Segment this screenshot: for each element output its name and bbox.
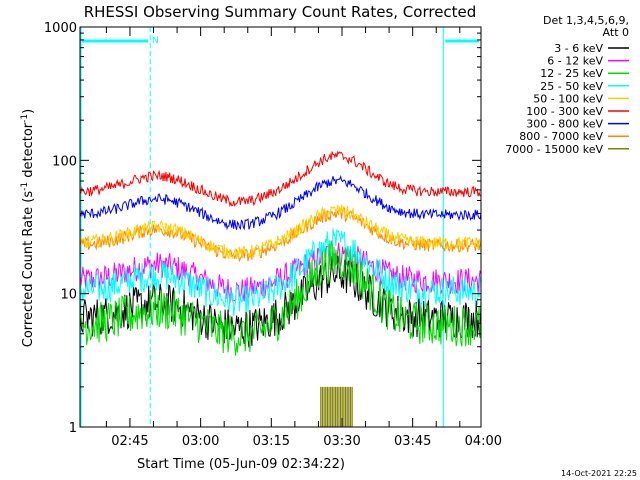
legend-label-8: 7000 - 15000 keV [505,143,603,156]
legend-header-detectors: Det 1,3,4,5,6,9, [543,14,629,27]
y-tick-label: 10 [60,288,77,303]
x-axis: 02:45 03:00 03:15 03:30 03:45 04:00 [105,27,502,449]
legend-header-attenuator: Att 0 [603,26,629,39]
series-line-2 [79,240,482,356]
legend-label-4: 50 - 100 keV [533,92,603,105]
series-line-1 [79,242,482,304]
series-layer [79,150,482,427]
series-line-3 [79,228,482,317]
series-line-4 [79,204,482,260]
legend-label-7: 800 - 7000 keV [519,130,603,143]
x-tick-label: 03:30 [323,434,360,449]
x-tick-label: 03:15 [253,434,290,449]
y-tick-label: 1000 [44,21,77,36]
x-axis-label: Start Time (05-Jun-09 02:34:22) [137,457,345,472]
y-tick-label: 100 [52,154,77,169]
legend-label-1: 6 - 12 keV [547,55,603,68]
legend-label-0: 3 - 6 keV [554,42,603,55]
y-tick-label: 1 [69,421,77,436]
series-line-0 [79,255,482,348]
plot-frame [79,26,482,428]
night-flag-label: N [152,36,159,46]
legend-label-3: 25 - 50 keV [540,80,603,93]
legend-label-6: 300 - 800 keV [526,118,603,131]
series-line-8 [320,386,353,427]
legend-label-2: 12 - 25 keV [540,67,603,80]
legend-label-5: 100 - 300 keV [526,105,603,118]
x-tick-label: 04:00 [465,434,502,449]
series-line-5 [79,150,481,208]
series-line-6 [79,174,482,231]
x-tick-label: 03:45 [394,434,431,449]
y-axis-label: Corrected Count Rate (s-1 detector-1) [20,109,36,347]
x-tick-label: 03:00 [182,434,219,449]
chart-title: RHESSI Observing Summary Count Rates, Co… [84,3,477,21]
x-tick-label: 02:45 [111,434,148,449]
y-axis: 1 10 100 1000 [44,21,481,436]
footer-timestamp: 14-Oct-2021 22:25 [561,469,637,478]
